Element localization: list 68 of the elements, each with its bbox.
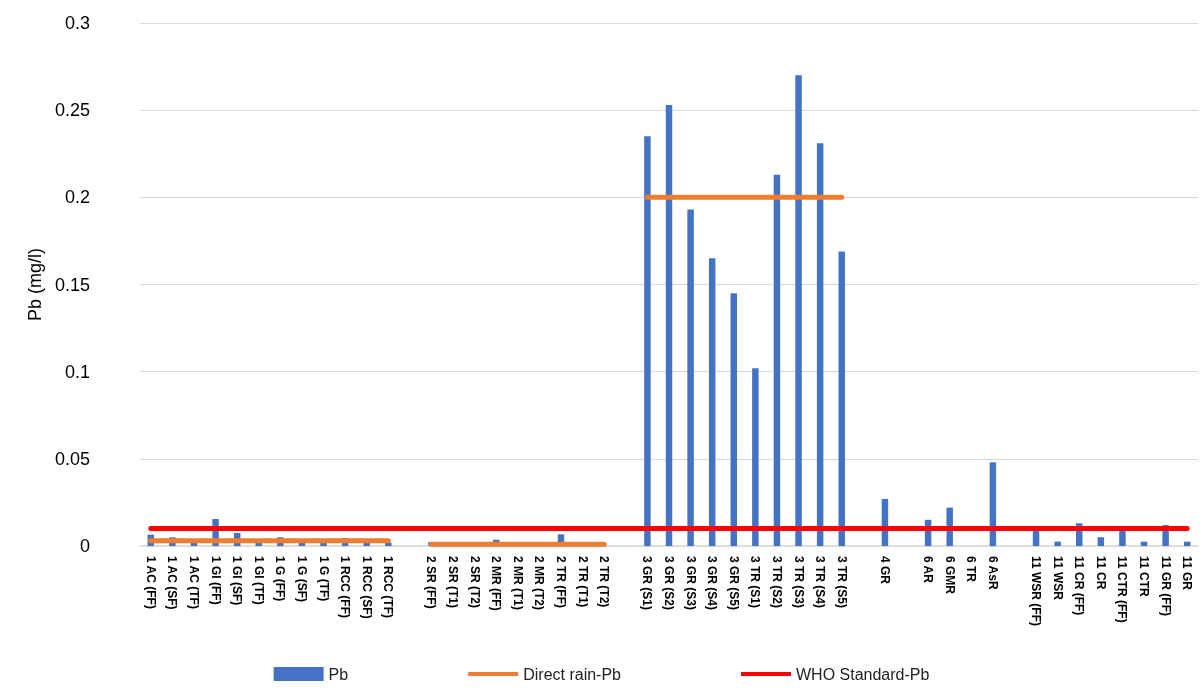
x-tick-label: 3 GR (S5)	[726, 556, 741, 611]
x-tick-label: 2 MR (T1)	[510, 556, 525, 610]
bar	[773, 174, 781, 546]
x-tick-label: 11 CR (FF)	[1072, 556, 1087, 616]
bar	[816, 143, 824, 546]
x-tick-label: 3 TR (S5)	[834, 556, 849, 609]
bar	[665, 104, 673, 546]
x-tick-label: 2 SR (FF)	[424, 556, 439, 609]
bar	[1119, 530, 1126, 546]
x-tick-label: 3 GR (S4)	[705, 556, 720, 611]
y-axis-title: Pb (mg/l)	[25, 247, 46, 322]
bar	[730, 293, 738, 546]
x-tick-label: 3 TR (S3)	[791, 556, 806, 609]
x-tick-label: 2 MR (T2)	[532, 556, 547, 610]
x-tick-label: 2 SR (T2)	[467, 556, 482, 609]
x-tick-label: 1 GI (TF)	[251, 556, 266, 605]
x-tick-label: 11 CTR (FF)	[1115, 556, 1130, 623]
y-tick-label: 0	[79, 536, 90, 556]
y-tick-label: 0.2	[64, 187, 90, 208]
y-tick-label: 0.1	[64, 361, 90, 382]
bar	[795, 75, 802, 546]
x-tick-label: 11 CTR	[1137, 556, 1152, 598]
y-tick-label: 0.05	[54, 448, 90, 469]
bar	[644, 136, 651, 546]
x-tick-label: 2 SR (T1)	[446, 556, 461, 609]
x-tick-label: 3 TR (S1)	[748, 556, 763, 609]
x-tick-label: 1 RCC (TF)	[381, 556, 396, 618]
x-tick-label: 3 GR (S3)	[683, 556, 698, 611]
x-tick-label: 1 AC (FF)	[143, 556, 158, 609]
y-tick-label: 0.25	[54, 100, 90, 121]
x-tick-label: 6 AsR	[985, 556, 1000, 590]
x-tick-label: 6 AR	[921, 556, 936, 584]
x-tick-label: 3 TR (S2)	[769, 556, 784, 609]
x-tick-label: 6 TR	[964, 556, 979, 583]
x-tick-label: 1 AC (TF)	[186, 556, 201, 609]
x-tick-label: 1 GI (FF)	[208, 556, 223, 605]
bar	[1097, 537, 1105, 546]
x-tick-label: 1 RCC (SF)	[359, 556, 374, 619]
bar	[838, 251, 845, 546]
x-tick-label: 2 TR (FF)	[554, 556, 569, 608]
x-tick-label: 11 GR	[1180, 556, 1195, 591]
x-tick-label: 1 G (SF)	[294, 556, 309, 603]
x-tick-label: 1 GI (SF)	[230, 556, 245, 606]
x-tick-label: 3 TR (S4)	[813, 556, 828, 609]
x-tick-label: 6 GMR	[942, 556, 957, 595]
x-tick-label: 3 GR (S1)	[640, 556, 655, 611]
x-tick-label: 11 WSR (FF)	[1029, 556, 1044, 627]
x-tick-label: 11 GR (FF)	[1158, 556, 1173, 617]
bar	[752, 368, 759, 546]
x-tick-label: 2 MR (FF)	[489, 556, 504, 611]
y-tick-label: 0.3	[64, 13, 90, 33]
x-tick-label: 2 TR (T1)	[575, 556, 590, 608]
bar	[708, 258, 716, 546]
legend-label: Pb	[328, 665, 349, 683]
x-tick-label: 1 RCC (FF)	[338, 556, 353, 618]
bar	[1054, 541, 1061, 546]
x-tick-label: 1 G (TF)	[316, 556, 331, 602]
x-tick-label: 2 TR (T2)	[597, 556, 612, 608]
x-tick-label: 1 AC (SF)	[165, 556, 180, 610]
legend-label: WHO Standard-Pb	[796, 665, 930, 683]
y-tick-label: 0.15	[54, 274, 90, 295]
x-tick-label: 11 WSR	[1050, 556, 1065, 601]
bar	[687, 209, 694, 546]
x-tick-label: 4 GR	[877, 556, 892, 585]
x-tick-label: 1 G (FF)	[273, 556, 288, 602]
x-tick-label: 3 GR (S2)	[662, 556, 676, 611]
x-tick-label: 11 CR	[1093, 556, 1108, 590]
legend-label: Direct rain-Pb	[523, 665, 622, 683]
